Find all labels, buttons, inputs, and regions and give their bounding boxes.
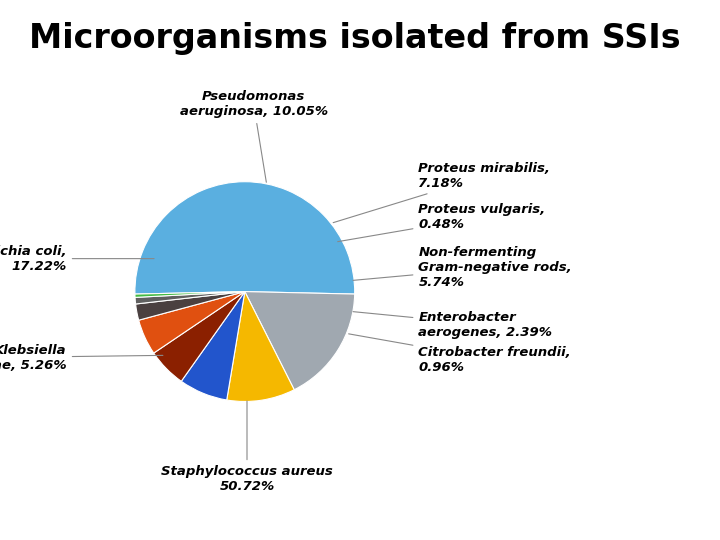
Wedge shape [135, 292, 245, 320]
Text: Proteus mirabilis,
7.18%: Proteus mirabilis, 7.18% [333, 162, 550, 222]
Text: Citrobacter freundii,
0.96%: Citrobacter freundii, 0.96% [348, 334, 571, 374]
Wedge shape [153, 292, 245, 381]
Text: Pseudomonas
aeruginosa, 10.05%: Pseudomonas aeruginosa, 10.05% [179, 90, 328, 183]
Wedge shape [181, 292, 245, 400]
Text: Escherichia coli,
17.22%: Escherichia coli, 17.22% [0, 245, 154, 273]
Text: Klebsiella
pneumoniae, 5.26%: Klebsiella pneumoniae, 5.26% [0, 343, 163, 372]
Wedge shape [135, 181, 355, 294]
Text: Microorganisms isolated from SSIs: Microorganisms isolated from SSIs [29, 22, 680, 55]
Text: Proteus vulgaris,
0.48%: Proteus vulgaris, 0.48% [338, 203, 546, 242]
Text: Staphylococcus aureus
50.72%: Staphylococcus aureus 50.72% [161, 401, 333, 493]
Wedge shape [139, 292, 245, 353]
Wedge shape [245, 292, 355, 390]
Text: Enterobacter
aerogenes, 2.39%: Enterobacter aerogenes, 2.39% [353, 310, 552, 339]
Wedge shape [135, 292, 245, 298]
Wedge shape [135, 292, 245, 304]
Wedge shape [227, 292, 294, 402]
Text: Non-fermenting
Gram-negative rods,
5.74%: Non-fermenting Gram-negative rods, 5.74% [353, 246, 572, 289]
